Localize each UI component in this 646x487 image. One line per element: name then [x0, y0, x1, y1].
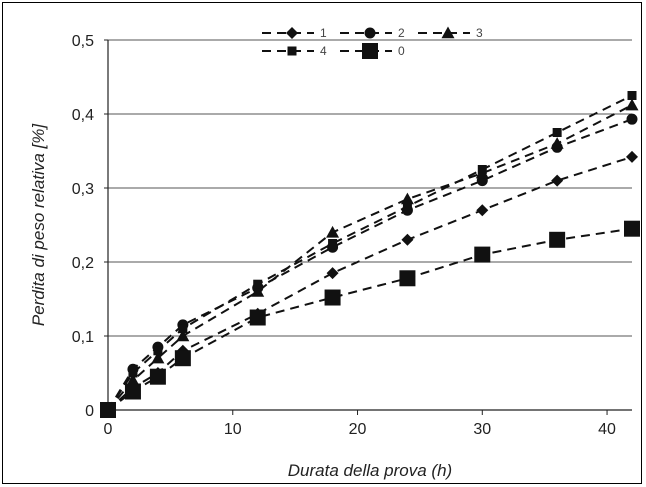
data-point: [174, 350, 191, 367]
legend-marker: [441, 26, 455, 39]
data-point: [178, 324, 188, 334]
series-line: [107, 155, 633, 411]
series-line: [107, 104, 633, 411]
data-point: [151, 351, 165, 364]
data-point: [625, 98, 639, 111]
legend-label: 1: [320, 26, 327, 40]
data-point: [551, 174, 564, 187]
data-point: [149, 368, 166, 385]
data-point: [326, 225, 340, 238]
legend-marker: [364, 27, 376, 39]
y-tick-label: 0,4: [72, 107, 94, 124]
legend: 1 2 3 4 0: [262, 26, 483, 59]
data-point: [476, 204, 489, 217]
data-point: [253, 279, 263, 289]
data-point: [624, 220, 640, 237]
legend-entry: 3: [418, 26, 483, 40]
y-tick-label: 0,5: [72, 33, 94, 50]
plot-area: [100, 91, 640, 418]
series-line: [107, 94, 633, 411]
data-point: [552, 128, 562, 137]
x-tick-label: 30: [473, 421, 491, 438]
y-tick-labels: 0 0,1 0,2 0,3 0,4 0,5: [72, 33, 94, 420]
data-point: [400, 192, 414, 205]
y-tick-label: 0: [85, 403, 94, 420]
x-axis-title: Durata della prova (h): [288, 461, 452, 480]
legend-label: 2: [398, 26, 405, 40]
data-point: [328, 239, 338, 248]
data-point: [474, 246, 491, 263]
data-point: [399, 270, 416, 287]
series-line: [107, 227, 633, 411]
legend-marker: [362, 43, 378, 59]
data-point: [251, 285, 265, 297]
data-point: [124, 383, 141, 400]
legend-label: 0: [398, 44, 405, 58]
data-point: [100, 402, 116, 418]
legend-label: 4: [320, 44, 327, 58]
data-point: [126, 373, 140, 386]
data-point: [549, 231, 566, 248]
series-1: [102, 150, 638, 416]
series-2: [102, 113, 638, 416]
data-point: [326, 267, 339, 280]
data-point: [627, 91, 637, 100]
data-point: [401, 233, 414, 246]
y-tick-label: 0,2: [72, 255, 94, 272]
data-point: [249, 309, 266, 326]
data-point: [626, 150, 638, 163]
legend-entry: 0: [340, 43, 405, 59]
data-point: [402, 202, 412, 211]
legend-marker: [286, 27, 298, 39]
series-line: [107, 118, 633, 411]
legend-entry: 1: [262, 26, 327, 40]
legend-entry: 2: [340, 26, 405, 40]
data-point: [128, 368, 138, 378]
x-tick-labels: 0 10 20 30 40: [104, 421, 617, 438]
legend-entry: 4: [262, 44, 327, 58]
x-tick-label: 20: [349, 421, 367, 438]
y-tick-label: 0,1: [72, 329, 94, 346]
data-point: [477, 165, 487, 174]
series-0: [100, 220, 640, 418]
x-tick-label: 40: [598, 421, 616, 438]
y-axis-title: Perdita di peso relativa [%]: [29, 123, 48, 326]
data-point: [626, 113, 638, 125]
legend-marker: [287, 46, 297, 56]
y-tick-label: 0,3: [72, 181, 94, 198]
data-point: [176, 329, 190, 342]
data-point: [153, 346, 163, 356]
x-tick-label: 0: [104, 421, 113, 438]
data-point: [324, 289, 341, 306]
x-tick-label: 10: [224, 421, 242, 438]
data-point: [550, 137, 564, 149]
legend-label: 3: [476, 26, 483, 40]
